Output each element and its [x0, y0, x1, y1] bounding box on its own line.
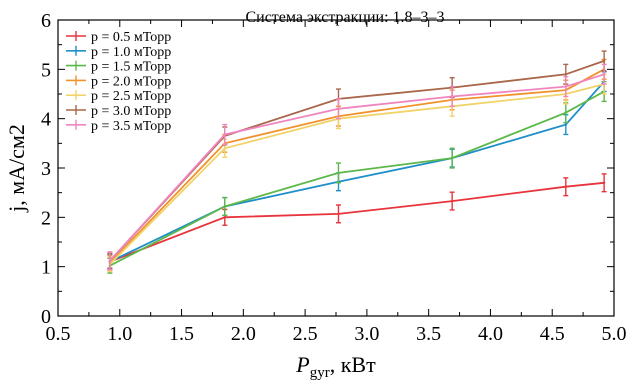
- legend-label: p = 1.0 мТорр: [91, 45, 171, 60]
- legend-entry-1: p = 1.0 мТорр: [66, 45, 171, 60]
- data-point: [602, 73, 606, 76]
- x-axis-label: Pgyr, кВт: [295, 352, 376, 381]
- data-point: [108, 259, 112, 262]
- y-tick-label: 2: [41, 207, 51, 229]
- series-line: [109, 68, 605, 264]
- data-point: [564, 85, 568, 88]
- legend-label: p = 2.0 мТорр: [91, 74, 171, 89]
- y-tick-label: 3: [41, 158, 51, 180]
- data-point: [602, 59, 606, 63]
- y-axis-label: j, мА/см2: [4, 124, 29, 213]
- x-tick-label: 3.5: [416, 323, 441, 345]
- x-tick-label: 4.0: [478, 323, 503, 345]
- legend-label: p = 0.5 мТорр: [91, 30, 171, 45]
- series-line: [109, 73, 605, 262]
- legend-entry-2: p = 1.5 мТорр: [66, 60, 171, 75]
- series-6: [107, 63, 607, 271]
- series-5: [107, 50, 607, 269]
- y-tick-label: 5: [41, 59, 51, 81]
- data-point: [337, 212, 340, 216]
- series-line: [109, 83, 605, 265]
- data-point: [564, 185, 568, 188]
- legend-label: p = 2.5 мТорр: [91, 89, 171, 104]
- series-line: [109, 90, 605, 267]
- series-4: [107, 73, 607, 273]
- y-tick-label: 0: [41, 306, 51, 328]
- series-line: [109, 60, 605, 262]
- data-point: [223, 205, 226, 208]
- legend-entry-6: p = 3.5 мТорр: [66, 119, 171, 134]
- data-point: [450, 199, 454, 203]
- x-axis-label-sub: gyr: [310, 365, 330, 381]
- legend-label: p = 1.5 мТорр: [91, 60, 171, 75]
- y-tick-label: 6: [41, 10, 51, 32]
- x-tick-label: 0.5: [46, 323, 71, 345]
- legend-entry-5: p = 3.0 мТорр: [66, 104, 171, 119]
- legend-entry-4: p = 2.5 мТорр: [66, 89, 171, 104]
- series-3: [107, 58, 607, 271]
- x-tick-label: 5.0: [602, 323, 627, 345]
- data-point: [564, 111, 568, 114]
- tick-labels: 0.5 1.0 1.5 2.0 2.5 3.0 3.5 4.0 4.5 5.0 0 1 2 3 4 5 6: [41, 10, 627, 345]
- series-layer: [107, 50, 607, 274]
- data-point: [602, 181, 606, 184]
- y-tick-label: 1: [41, 257, 51, 279]
- data-point: [564, 123, 568, 126]
- data-point: [337, 171, 340, 175]
- x-tick-label: 2.5: [293, 323, 318, 345]
- data-point: [223, 147, 226, 150]
- data-point: [337, 107, 340, 111]
- x-tick-label: 1.0: [107, 323, 132, 345]
- data-point: [223, 216, 226, 219]
- x-axis-label-main: P: [295, 352, 309, 377]
- legend-label: p = 3.5 мТорр: [91, 119, 171, 134]
- x-tick-label: 1.5: [169, 323, 194, 345]
- series-line: [109, 181, 605, 263]
- x-tick-label: 4.5: [540, 323, 565, 345]
- x-tick-label: 3.0: [354, 323, 379, 345]
- x-axis-label-unit: , кВт: [330, 352, 376, 377]
- plot-frame: [57, 19, 615, 317]
- data-point: [450, 156, 454, 160]
- legend-entry-3: p = 2.0 мТорр: [66, 74, 171, 89]
- series-line: [109, 81, 605, 263]
- legend-entry-0: p = 0.5 мТорр: [66, 30, 171, 45]
- data-point: [450, 95, 454, 98]
- data-point: [564, 73, 568, 76]
- data-point: [223, 133, 226, 136]
- legend-label: p = 3.0 мТорр: [91, 104, 171, 119]
- y-tick-label: 4: [41, 109, 51, 131]
- chart-title: Система экстракции: 1.8–3–3: [245, 9, 444, 26]
- series-0: [107, 173, 607, 270]
- x-tick-label: 2.0: [231, 323, 256, 345]
